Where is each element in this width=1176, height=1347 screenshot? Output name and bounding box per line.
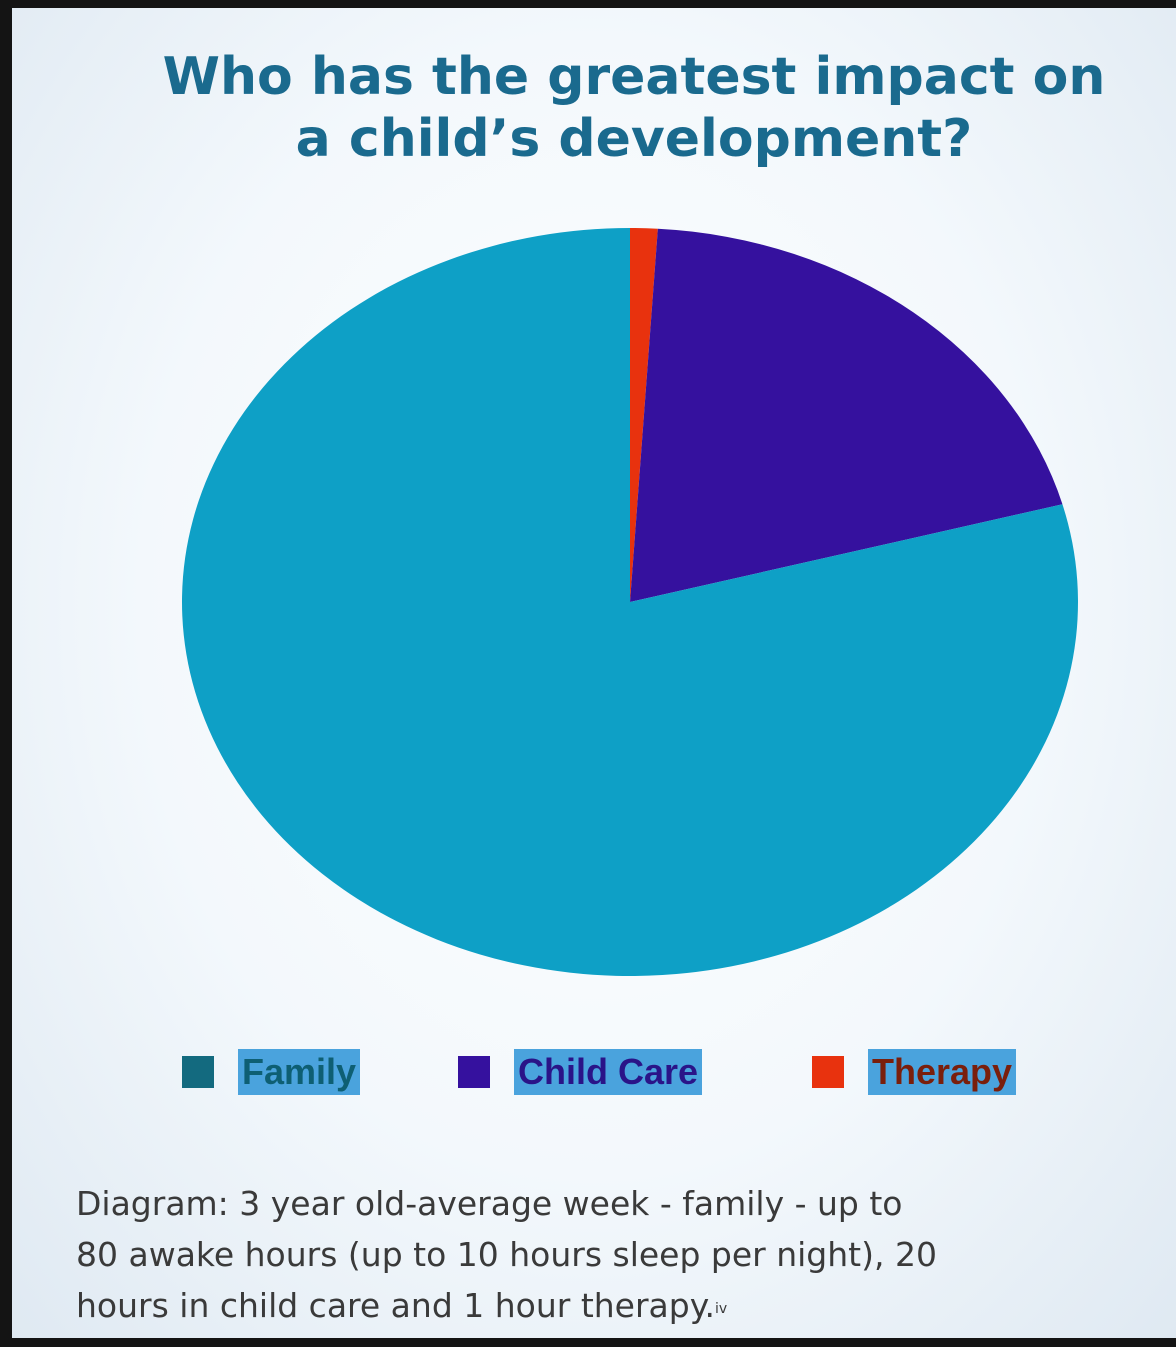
chart-title-line-1: Who has the greatest impact on <box>162 47 1106 107</box>
caption-footnote-marker: iv <box>715 1301 728 1317</box>
legend-item-therapy: Therapy <box>812 1049 1017 1095</box>
chart-title-line-2: a child’s development? <box>295 109 973 169</box>
chart-legend: Family Child Care Therapy <box>12 1049 1176 1100</box>
pie-slice-family <box>181 228 1078 977</box>
caption-line-2: 80 awake hours (up to 10 hours sleep per… <box>76 1235 937 1274</box>
slide-screen: Who has the greatest impact on a child’s… <box>12 8 1176 1338</box>
caption-line-1: Diagram: 3 year old-average week - famil… <box>76 1184 903 1223</box>
chart-caption: Diagram: 3 year old-average week - famil… <box>76 1178 1156 1331</box>
legend-swatch-family <box>182 1056 214 1088</box>
legend-label-child-care: Child Care <box>514 1049 703 1095</box>
legend-swatch-therapy <box>812 1056 844 1088</box>
pie-slice-therapy <box>630 228 658 602</box>
caption-line-3-text: hours in child care and 1 hour therapy. <box>76 1286 716 1325</box>
legend-label-therapy: Therapy <box>868 1049 1017 1095</box>
chart-title: Who has the greatest impact on a child’s… <box>52 46 1176 170</box>
caption-line-3: hours in child care and 1 hour therapy.i… <box>76 1280 1156 1331</box>
legend-item-family: Family <box>182 1049 361 1095</box>
pie-chart <box>181 228 1078 977</box>
legend-swatch-child-care <box>458 1056 490 1088</box>
legend-label-family: Family <box>238 1049 361 1095</box>
pie-slice-child-care <box>630 228 1063 602</box>
legend-item-child-care: Child Care <box>458 1049 703 1095</box>
